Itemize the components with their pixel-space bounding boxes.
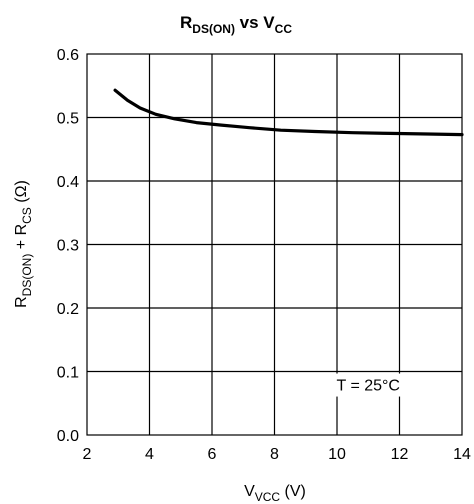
x-tick-label: 12: [391, 446, 409, 463]
x-tick-label: 4: [145, 446, 154, 463]
y-tick-label: 0.6: [57, 47, 79, 64]
y-label-main1: R: [13, 296, 30, 308]
x-tick-label: 6: [208, 446, 217, 463]
y-tick-label: 0.4: [57, 174, 79, 191]
series-line: [113, 88, 464, 137]
plot-frame: [86, 53, 463, 436]
y-tick-label: 0.5: [57, 111, 79, 128]
title-end-sub: CC: [275, 22, 293, 36]
title-middle: vs V: [235, 13, 275, 32]
tick-labels: 2 4 6 8 10 12 14 0.0 0.1 0.2 0.3 0.4 0.5 0.6: [57, 47, 471, 463]
chart-title: RDS(ON) vs VCC: [180, 13, 292, 36]
x-tick-label: 8: [270, 446, 279, 463]
x-tick-label: 2: [83, 446, 92, 463]
x-tick-label: 10: [328, 446, 346, 463]
y-label-sub1: DS(ON): [20, 254, 34, 297]
series-layer: [113, 88, 464, 137]
y-tick-label: 0.1: [57, 365, 79, 382]
y-axis-label: RDS(ON) + RCS (Ω): [13, 180, 34, 308]
annotation-temperature: T = 25°C: [337, 378, 400, 395]
y-label-unit: (Ω): [13, 180, 30, 207]
x-axis-label: VVCC (V): [244, 483, 306, 504]
y-label-mid: + R: [13, 224, 30, 254]
y-tick-label: 0.2: [57, 301, 79, 318]
x-label-main: V: [244, 483, 255, 500]
x-tick-label: 14: [453, 446, 471, 463]
y-tick-label: 0.0: [57, 428, 79, 445]
annotation-background: [316, 373, 421, 397]
grid: [87, 54, 462, 435]
y-tick-label: 0.3: [57, 238, 79, 255]
title-main-sub: DS(ON): [192, 22, 235, 36]
title-main: R: [180, 13, 192, 32]
y-label-sub2: CS: [20, 207, 34, 224]
x-label-sub: VCC: [255, 490, 281, 504]
x-label-unit: (V): [280, 483, 306, 500]
